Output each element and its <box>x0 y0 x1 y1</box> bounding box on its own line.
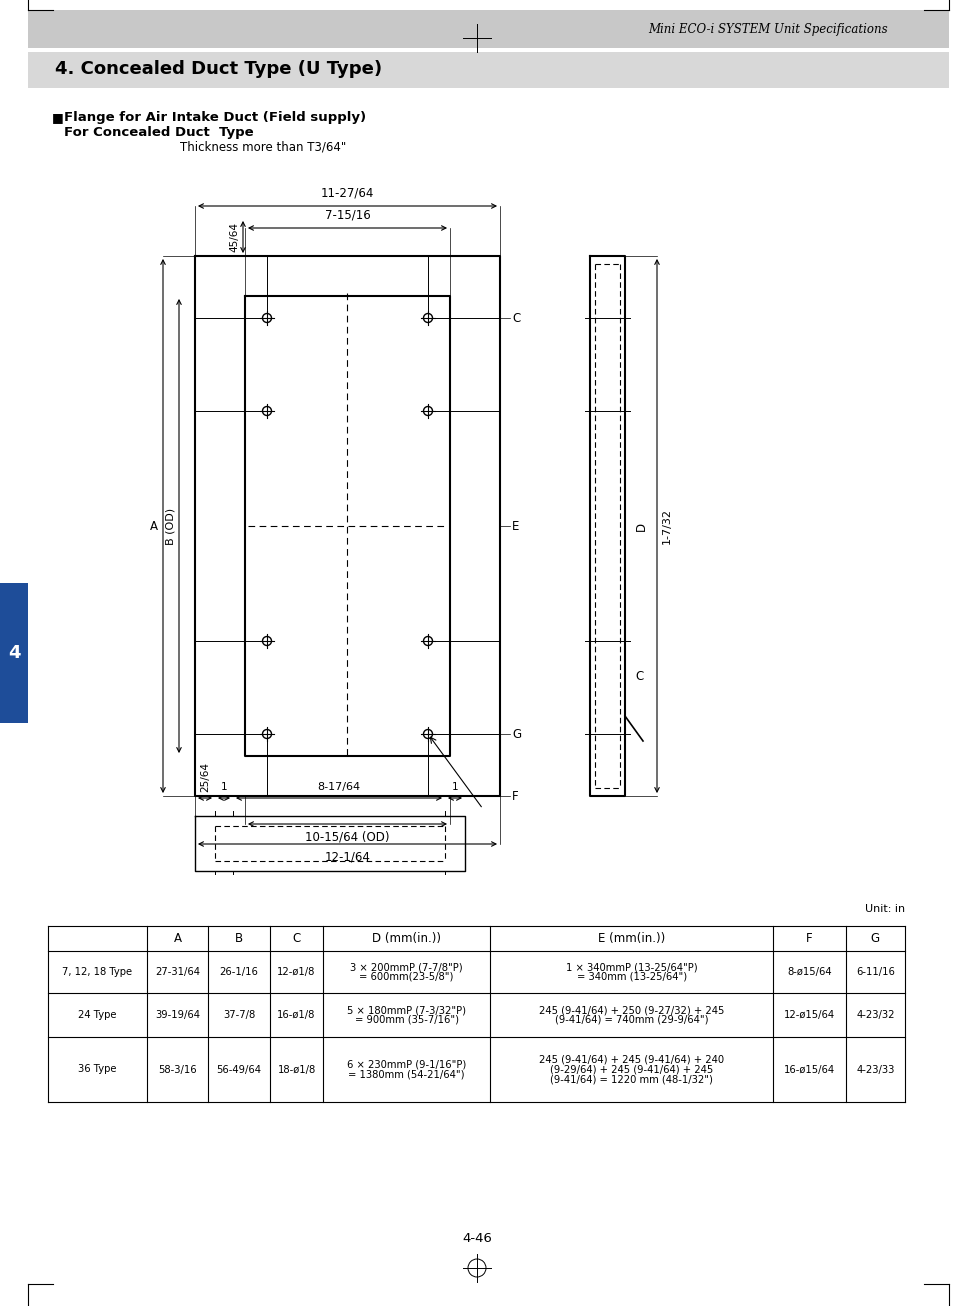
Text: 245 (9-41/64) + 250 (9-27/32) + 245: 245 (9-41/64) + 250 (9-27/32) + 245 <box>538 1006 723 1015</box>
Text: D (mm(in.)): D (mm(in.)) <box>372 932 440 946</box>
Text: 3 × 200mmP (7-7/8"P): 3 × 200mmP (7-7/8"P) <box>350 963 462 972</box>
Text: G: G <box>870 932 879 946</box>
Text: 12-ø15/64: 12-ø15/64 <box>783 1010 834 1020</box>
Text: 16-ø1/8: 16-ø1/8 <box>277 1010 315 1020</box>
Bar <box>28 10 948 48</box>
Text: G: G <box>512 727 520 741</box>
Text: Thickness more than T3/64": Thickness more than T3/64" <box>180 141 346 154</box>
Text: 6-11/16: 6-11/16 <box>855 966 894 977</box>
Text: 56-49/64: 56-49/64 <box>216 1064 261 1075</box>
Text: For Concealed Duct  Type: For Concealed Duct Type <box>64 125 253 138</box>
Text: 18-ø1/8: 18-ø1/8 <box>277 1064 315 1075</box>
Text: 1 × 340mmP (13-25/64"P): 1 × 340mmP (13-25/64"P) <box>565 963 697 972</box>
Text: 1: 1 <box>451 782 457 791</box>
Text: 37-7/8: 37-7/8 <box>223 1010 255 1020</box>
Text: 24 Type: 24 Type <box>78 1010 116 1020</box>
Text: = 340mm (13-25/64"): = 340mm (13-25/64") <box>576 972 686 982</box>
Text: (9-41/64) = 1220 mm (48-1/32"): (9-41/64) = 1220 mm (48-1/32") <box>550 1074 712 1084</box>
Text: 11-27/64: 11-27/64 <box>320 185 374 199</box>
Text: 25/64: 25/64 <box>200 761 210 791</box>
Text: A: A <box>150 520 158 533</box>
Text: 27-31/64: 27-31/64 <box>154 966 200 977</box>
Text: B (OD): B (OD) <box>166 508 175 545</box>
Text: Mini ECO-i SYSTEM Unit Specifications: Mini ECO-i SYSTEM Unit Specifications <box>648 22 887 35</box>
Text: 5 × 180mmP (7-3/32"P): 5 × 180mmP (7-3/32"P) <box>347 1006 466 1015</box>
Text: ■: ■ <box>52 111 64 124</box>
Bar <box>0 582 28 724</box>
Text: D: D <box>635 521 647 530</box>
Text: 1: 1 <box>220 782 227 791</box>
Text: 8-ø15/64: 8-ø15/64 <box>786 966 831 977</box>
Text: 36 Type: 36 Type <box>78 1064 116 1075</box>
Text: C: C <box>293 932 300 946</box>
Text: (9-29/64) + 245 (9-41/64) + 245: (9-29/64) + 245 (9-41/64) + 245 <box>550 1064 713 1075</box>
Text: E: E <box>512 520 518 533</box>
Text: 12-1/64: 12-1/64 <box>324 852 370 865</box>
Text: 12-ø1/8: 12-ø1/8 <box>277 966 315 977</box>
Text: 4-23/33: 4-23/33 <box>856 1064 894 1075</box>
Text: F: F <box>805 932 812 946</box>
Text: 4-23/32: 4-23/32 <box>855 1010 894 1020</box>
Text: = 600mm(23-5/8"): = 600mm(23-5/8") <box>359 972 454 982</box>
Text: 1-7/32: 1-7/32 <box>661 508 671 545</box>
Text: 39-19/64: 39-19/64 <box>154 1010 200 1020</box>
Text: 10-15/64 (OD): 10-15/64 (OD) <box>305 831 390 844</box>
Text: 245 (9-41/64) + 245 (9-41/64) + 240: 245 (9-41/64) + 245 (9-41/64) + 240 <box>538 1055 723 1064</box>
Text: 6 × 230mmP (9-1/16"P): 6 × 230mmP (9-1/16"P) <box>347 1059 466 1070</box>
Text: = 900mm (35-7/16"): = 900mm (35-7/16") <box>355 1015 458 1025</box>
Text: 4. Concealed Duct Type (U Type): 4. Concealed Duct Type (U Type) <box>55 60 382 78</box>
Text: C: C <box>635 670 642 683</box>
Text: 8-17/64: 8-17/64 <box>317 782 360 791</box>
Text: C: C <box>512 312 519 324</box>
Text: (9-41/64) = 740mm (29-9/64"): (9-41/64) = 740mm (29-9/64") <box>555 1015 708 1025</box>
Text: E (mm(in.)): E (mm(in.)) <box>598 932 664 946</box>
Text: 16-ø15/64: 16-ø15/64 <box>783 1064 834 1075</box>
Text: 7, 12, 18 Type: 7, 12, 18 Type <box>62 966 132 977</box>
Text: Unit: in: Unit: in <box>864 904 904 914</box>
Text: 4-46: 4-46 <box>461 1232 492 1245</box>
Text: A: A <box>173 932 181 946</box>
Text: 58-3/16: 58-3/16 <box>158 1064 196 1075</box>
Text: 45/64: 45/64 <box>229 222 239 252</box>
Text: 26-1/16: 26-1/16 <box>219 966 258 977</box>
Bar <box>28 52 948 88</box>
Text: F: F <box>512 790 518 802</box>
Text: = 1380mm (54-21/64"): = 1380mm (54-21/64") <box>348 1070 464 1079</box>
Text: 7-15/16: 7-15/16 <box>324 208 370 221</box>
Text: B: B <box>234 932 243 946</box>
Text: Flange for Air Intake Duct (Field supply): Flange for Air Intake Duct (Field supply… <box>64 111 366 124</box>
Text: 4: 4 <box>8 644 20 662</box>
